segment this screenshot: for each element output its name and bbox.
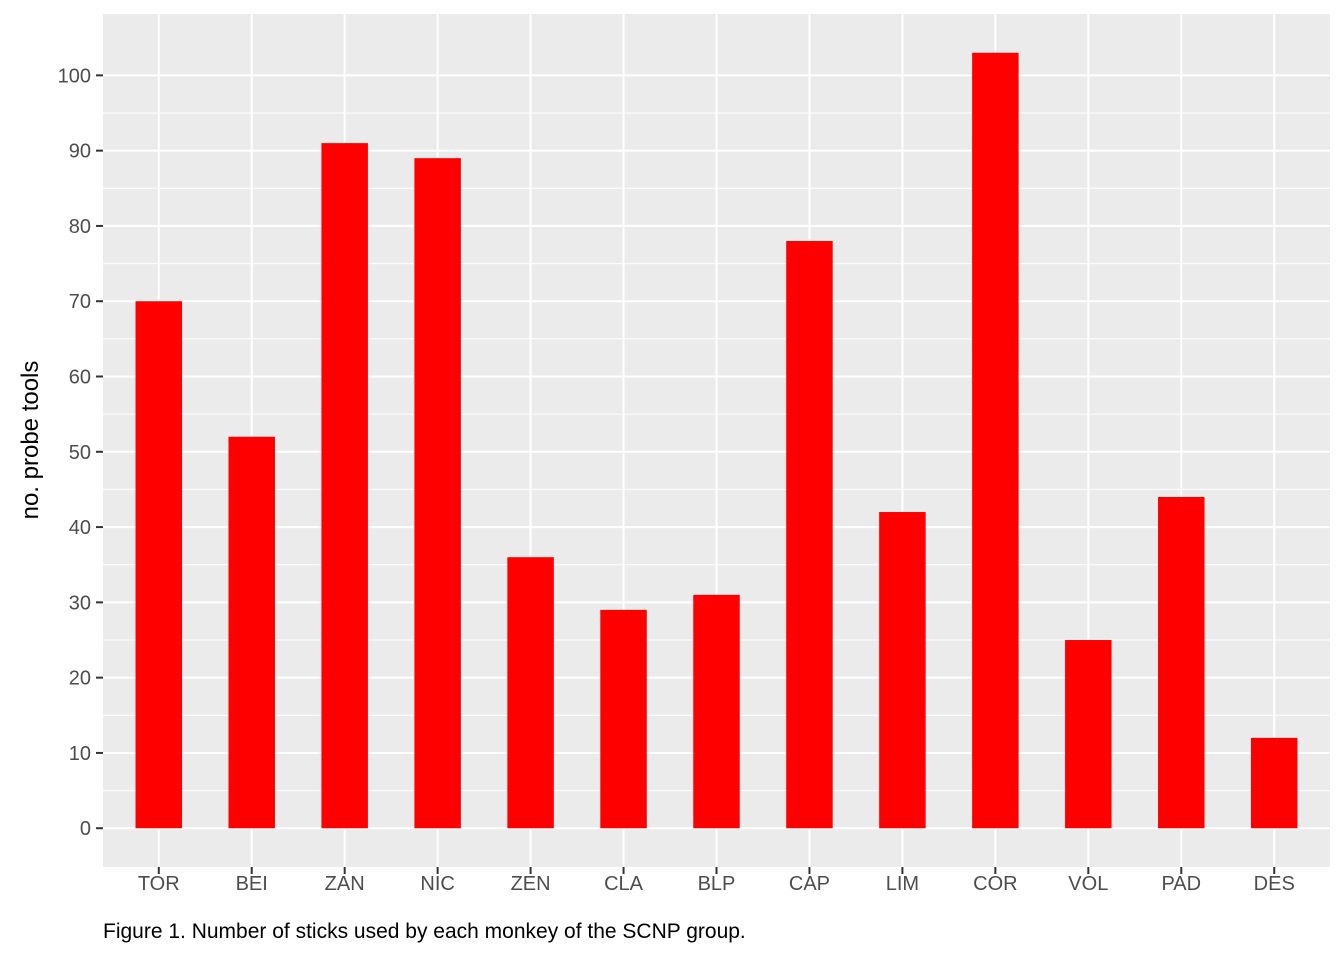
y-tick-label: 70 <box>69 291 91 313</box>
bar-nic <box>414 158 461 829</box>
y-tick-label: 60 <box>69 367 91 389</box>
bar-zan <box>321 143 368 829</box>
y-axis-title: no. probe tools <box>17 361 44 520</box>
bar-des <box>1250 737 1298 829</box>
x-tick-label: CAP <box>789 873 830 895</box>
bar-zen <box>507 557 554 829</box>
y-axis-ticks: 0 10 20 30 40 50 60 70 80 90 100 <box>58 65 103 840</box>
y-tick-label: 40 <box>69 517 91 539</box>
x-tick-label: DES <box>1254 873 1295 895</box>
x-tick-label: PAD <box>1161 873 1201 895</box>
figure-caption: Figure 1. Number of sticks used by each … <box>103 920 746 943</box>
x-tick-label: COR <box>973 873 1017 895</box>
y-tick-label: 100 <box>58 65 91 87</box>
x-tick-label: ZEN <box>511 873 551 895</box>
bar-tor <box>135 301 183 829</box>
x-tick-label: LIM <box>886 873 919 895</box>
x-tick-label: VOL <box>1068 873 1108 895</box>
bar-cap <box>786 240 833 829</box>
x-tick-label: BLP <box>698 873 736 895</box>
bar-blp <box>693 594 740 829</box>
y-tick-label: 10 <box>69 743 91 765</box>
bar-chart: 0 10 20 30 40 50 60 70 80 90 100 TOR BEI ZAN NIC ZEN CL… <box>17 14 1330 895</box>
y-tick-label: 90 <box>69 141 91 163</box>
y-tick-label: 0 <box>80 818 91 840</box>
x-tick-label: CLA <box>604 873 644 895</box>
bars <box>135 52 1298 829</box>
bar-vol <box>1065 640 1112 829</box>
bar-cor <box>972 52 1019 829</box>
y-tick-label: 50 <box>69 442 91 464</box>
x-axis-ticks: TOR BEI ZAN NIC ZEN CLA BLP CAP LIM COR VOL PAD DES <box>138 867 1295 895</box>
y-tick-label: 80 <box>69 216 91 238</box>
bar-cla <box>600 609 647 829</box>
x-tick-label: NIC <box>420 873 454 895</box>
bar-pad <box>1158 496 1205 829</box>
bar-bei <box>228 436 275 829</box>
x-tick-label: BEI <box>236 873 268 895</box>
bar-lim <box>879 512 926 829</box>
x-tick-label: TOR <box>138 873 180 895</box>
x-tick-label: ZAN <box>325 873 365 895</box>
y-tick-label: 30 <box>69 592 91 614</box>
y-tick-label: 20 <box>69 668 91 690</box>
